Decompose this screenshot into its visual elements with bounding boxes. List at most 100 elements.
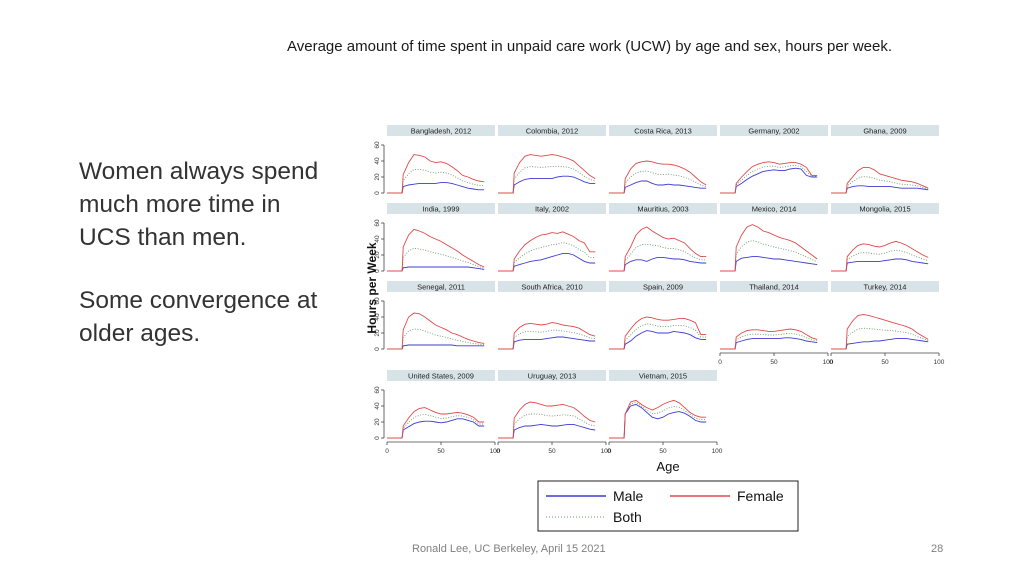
panel-15-title: United States, 2009: [408, 372, 474, 381]
panel-16-female-line: [498, 401, 596, 439]
panel-3-header: [720, 125, 828, 136]
panel-17-female-line: [609, 399, 707, 439]
panel-15-x-tick-label-50: 50: [437, 448, 445, 455]
panel-15-y-tick-label-40: 40: [374, 402, 381, 410]
page-number: 28: [931, 543, 944, 555]
panel-17-title: Vietnam, 2015: [639, 372, 687, 381]
panel-16-x-tick-label-0: 0: [496, 448, 500, 455]
panel-10-y-tick-label-20: 20: [374, 329, 381, 337]
panel-0-y-tick-label-60: 60: [374, 141, 381, 149]
panel-5-female-line: [387, 228, 485, 272]
panel-8-male-line: [720, 256, 818, 272]
panel-1-header: [498, 125, 606, 136]
panel-10-male-line: [387, 344, 485, 350]
panel-7-header: [609, 203, 717, 214]
panel-10-title: Senegal, 2011: [417, 283, 465, 292]
panel-4-male-line: [831, 185, 929, 194]
panel-13-x-tick-label-0: 0: [718, 359, 722, 366]
panel-14-both-line: [831, 327, 929, 350]
panel-0-male-line: [387, 182, 485, 194]
panel-14-male-line: [831, 338, 929, 350]
panel-6-title: Italy, 2002: [535, 205, 569, 214]
panel-15-y-tick-label-20: 20: [374, 418, 381, 426]
bullet-women-more-time: Women always spend much more time in UCS…: [79, 158, 319, 251]
panel-16-male-line: [498, 423, 596, 439]
panel-5-y-tick-label-20: 20: [374, 251, 381, 259]
panel-13-both-line: [720, 332, 818, 350]
panel-9-title: Mongolia, 2015: [859, 205, 910, 214]
bullet-list: Women always spend much more time in UCS…: [79, 155, 329, 380]
panel-6-both-line: [498, 242, 596, 272]
panel-3-both-line: [720, 164, 818, 194]
panel-16-both-line: [498, 413, 596, 439]
panel-4-female-line: [831, 166, 929, 194]
panel-12-title: Spain, 2009: [643, 283, 683, 292]
panel-15-y-tick-label-0: 0: [374, 436, 381, 440]
panel-0-y-tick-label-0: 0: [374, 191, 381, 195]
panel-10-y-tick-label-0: 0: [374, 347, 381, 351]
panel-7-female-line: [609, 226, 707, 272]
panel-11-female-line: [498, 322, 596, 350]
panel-14-header: [831, 281, 939, 292]
panel-13-female-line: [720, 328, 818, 350]
panel-2-header: [609, 125, 717, 136]
panel-15-y-tick-label-60: 60: [374, 386, 381, 394]
panel-6-header: [498, 203, 606, 214]
panel-13-x-tick-label-50: 50: [770, 359, 778, 366]
panel-13-x-tick-label-100: 100: [823, 359, 834, 366]
panel-5-header: [387, 203, 495, 214]
panel-3-title: Germany, 2002: [748, 127, 799, 136]
panel-0-female-line: [387, 154, 485, 194]
panel-15-male-line: [387, 418, 485, 439]
bullet-convergence: Some convergence at older ages.: [79, 287, 318, 347]
panel-2-male-line: [609, 180, 707, 194]
panel-13-title: Thailand, 2014: [749, 283, 799, 292]
panel-1-both-line: [498, 165, 596, 194]
panel-7-male-line: [609, 256, 707, 272]
footer-text: Ronald Lee, UC Berkeley, April 15 2021: [412, 543, 606, 555]
panel-5-y-tick-label-60: 60: [374, 219, 381, 227]
panel-4-both-line: [831, 176, 929, 194]
panel-0-title: Bangladesh, 2012: [411, 127, 471, 136]
panel-8-both-line: [720, 240, 818, 272]
panel-15-x-tick-label-100: 100: [490, 448, 501, 455]
panel-17-x-tick-label-0: 0: [607, 448, 611, 455]
panel-2-both-line: [609, 170, 707, 194]
panel-5-y-tick-label-40: 40: [374, 235, 381, 243]
panel-15-female-line: [387, 407, 485, 439]
panel-5-title: India, 1999: [422, 205, 459, 214]
panel-12-header: [609, 281, 717, 292]
panel-14-x-tick-label-0: 0: [829, 359, 833, 366]
slide-title: Average amount of time spent in unpaid c…: [287, 38, 893, 55]
panel-1-title: Colombia, 2012: [526, 127, 579, 136]
x-axis-title: Age: [656, 459, 679, 474]
panel-9-female-line: [831, 240, 929, 272]
panel-9-both-line: [831, 249, 929, 272]
panel-11-both-line: [498, 329, 596, 350]
panel-10-header: [387, 281, 495, 292]
legend-box: [537, 480, 799, 532]
panel-17-both-line: [609, 401, 707, 439]
panel-6-male-line: [498, 252, 596, 272]
panel-1-female-line: [498, 154, 596, 194]
panel-6-female-line: [498, 231, 596, 272]
panel-12-female-line: [609, 316, 707, 350]
panel-8-title: Mexico, 2014: [752, 205, 797, 214]
ucw-panel-chart: Bangladesh, 2012 0 20 40 60 Colombia, 2012 Cos…: [360, 118, 960, 538]
panel-5-male-line: [387, 266, 485, 272]
panel-16-x-tick-label-100: 100: [601, 448, 612, 455]
panel-11-title: South Africa, 2010: [521, 283, 582, 292]
panel-5-y-tick-label-0: 0: [374, 269, 381, 273]
panel-10-y-tick-label-40: 40: [374, 313, 381, 321]
panel-17-header: [609, 370, 717, 381]
panel-14-x-tick-label-100: 100: [934, 359, 945, 366]
chart-svg: Bangladesh, 2012 0 20 40 60 Colombia, 2012 Cos…: [365, 125, 945, 532]
panel-0-both-line: [387, 168, 485, 194]
panel-8-female-line: [720, 224, 818, 272]
panel-15-header: [387, 370, 495, 381]
panel-7-both-line: [609, 243, 707, 272]
panel-12-both-line: [609, 323, 707, 350]
panel-16-title: Uruguay, 2013: [528, 372, 577, 381]
panel-5-both-line: [387, 247, 485, 272]
panel-14-female-line: [831, 314, 929, 350]
